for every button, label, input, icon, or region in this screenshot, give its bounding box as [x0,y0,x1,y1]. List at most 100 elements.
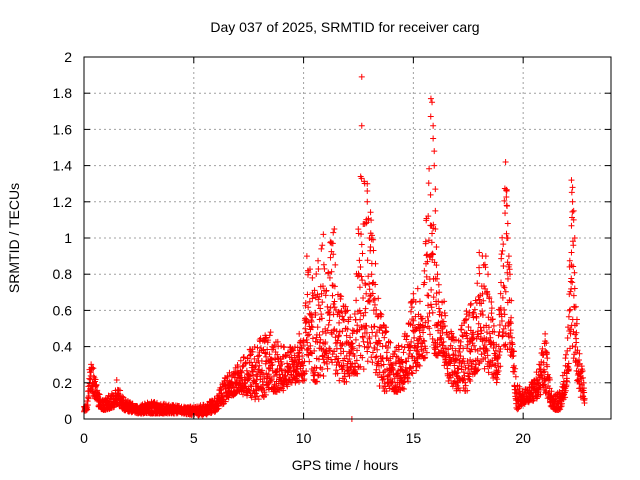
data-point [320,373,327,380]
data-point [407,299,414,306]
data-point [573,316,580,323]
data-point [315,302,322,309]
data-point [307,342,314,349]
data-point [308,318,315,325]
data-point [314,339,321,346]
data-point [364,257,371,264]
data-point [427,113,434,120]
data-point [580,379,587,386]
data-point [405,355,412,362]
data-point [317,305,324,312]
y-tick-label: 0.4 [53,339,73,355]
data-point [300,338,307,345]
data-point [337,295,344,302]
data-point [423,252,430,259]
data-point [383,349,390,356]
data-point [317,336,324,343]
data-point [496,322,503,329]
data-point [113,376,120,383]
data-point [421,267,428,274]
data-point [427,301,434,308]
data-point [365,273,372,280]
data-point [309,314,316,321]
data-point [497,363,504,370]
data-point [429,230,436,237]
data-point [438,319,445,326]
data-point [261,375,268,382]
data-point [504,269,511,276]
data-point [441,309,448,316]
data-point [454,369,461,376]
data-point [450,351,457,358]
data-point [383,387,390,394]
y-tick-label: 1.2 [53,194,73,210]
data-point [463,316,470,323]
data-point [284,360,291,367]
data-point [470,335,477,342]
data-point [339,341,346,348]
data-point [484,352,491,359]
data-point [343,378,350,385]
data-point [564,334,571,341]
data-point [497,305,504,312]
data-point [465,373,472,380]
x-tick-label: 0 [80,430,88,446]
data-point [286,365,293,372]
data-point [566,257,573,264]
data-point [266,332,273,339]
data-point [324,303,331,310]
data-point [247,382,254,389]
data-point [422,354,429,361]
data-point [432,207,439,214]
data-point [344,326,351,333]
data-point [336,319,343,326]
data-point [284,383,291,390]
data-point [475,320,482,327]
data-point [457,338,464,345]
data-point [416,327,423,334]
data-point [327,304,334,311]
data-point [488,299,495,306]
data-point [424,258,431,265]
data-point [445,346,452,353]
data-point [340,362,347,369]
data-point [504,235,511,241]
data-point [313,271,320,278]
data-point [278,361,285,368]
data-point [366,286,373,293]
data-point [569,343,576,350]
data-point [354,347,361,354]
data-point [266,351,273,358]
data-point [476,270,483,277]
data-point [370,297,377,304]
x-tick-label: 15 [406,430,422,446]
data-point [391,375,398,382]
data-point [496,348,503,355]
data-point [306,331,313,338]
data-point [565,313,572,320]
data-point [544,355,551,362]
data-point [441,322,448,329]
data-point [481,261,488,268]
data-point [425,317,432,324]
data-point [335,332,342,339]
data-point [434,337,441,344]
data-point [280,387,287,394]
data-point [281,344,288,351]
data-point [433,290,440,297]
data-point [311,287,318,294]
data-point [430,135,437,142]
data-point [372,332,379,339]
data-point [84,401,91,408]
data-point [315,257,322,264]
data-point [270,373,277,380]
data-point [369,290,376,297]
data-point [495,354,502,361]
data-point [427,191,434,198]
data-point [362,305,369,312]
data-point [433,275,440,282]
data-point [304,267,311,274]
data-point [478,327,485,334]
data-point [383,328,390,335]
data-point [325,321,332,328]
